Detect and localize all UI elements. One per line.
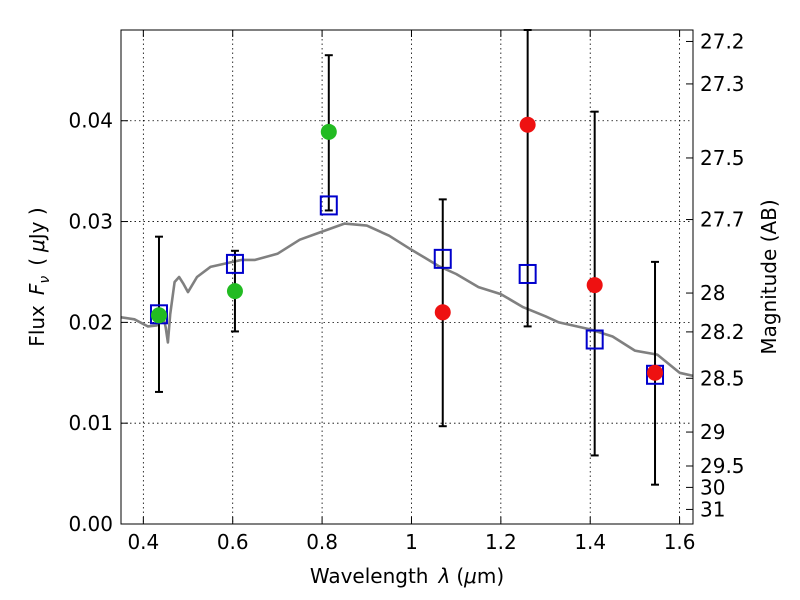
- y-axis-label-symbol: F: [25, 283, 49, 295]
- x-tick-label: 0.4: [127, 530, 159, 554]
- x-tick-label: 1: [405, 530, 418, 554]
- plot-frame: [120, 29, 694, 525]
- y-tick-label: 0.02: [68, 310, 113, 334]
- x-axis-label-unit-mu: μ: [463, 564, 477, 588]
- y2-tick-label: 29: [700, 420, 725, 444]
- green-data-point: [150, 307, 167, 324]
- y2-tick-label: 27.7: [700, 208, 745, 232]
- y-axis-label-text: Flux: [25, 305, 49, 347]
- y-axis-label: Flux Fν ( μJy ): [25, 207, 53, 346]
- x-axis-label: Wavelength λ (μm): [310, 564, 504, 588]
- y-axis-label-unit-open: (: [25, 258, 49, 266]
- model-photometry-square: [225, 253, 244, 274]
- x-tick-label: 0.6: [217, 530, 249, 554]
- x-axis-label-text: Wavelength: [310, 564, 429, 588]
- y2-tick-label: 30: [700, 475, 725, 499]
- x-axis-label-unit-rest: m): [477, 564, 504, 588]
- x-tick-label: 1.4: [574, 530, 606, 554]
- x-tick-label: 0.8: [306, 530, 338, 554]
- y-tick-label: 0.03: [68, 210, 113, 234]
- y2-tick-label: 28: [700, 281, 725, 305]
- model-photometry-square: [433, 248, 452, 269]
- sed-layer: [121, 222, 693, 378]
- y2-tick-label: 31: [700, 497, 725, 521]
- markers-layer: [149, 116, 665, 385]
- red-data-point: [434, 304, 451, 321]
- x-axis-label-symbol: λ: [437, 564, 450, 588]
- model-photometry-square: [319, 195, 338, 216]
- y2-tick-label: 28.2: [700, 320, 745, 344]
- red-data-point: [647, 364, 664, 381]
- green-data-point: [320, 123, 337, 140]
- model-photometry-square: [585, 329, 604, 350]
- y2-tick-label: 29.5: [700, 454, 745, 478]
- red-data-point: [586, 277, 603, 294]
- y2-tick-label: 27.5: [700, 146, 745, 170]
- y-tick-label: 0.01: [68, 411, 113, 435]
- y-axis-label-unit-mu: μ: [25, 239, 49, 253]
- y2-tick-label: 27.3: [700, 72, 745, 96]
- y-axis-label-unit-rest: Jy ): [25, 207, 49, 241]
- y-tick-label: 0.04: [68, 109, 113, 133]
- red-data-point: [519, 116, 536, 133]
- axis-ticks: 0.4 0.6 0.8 1 1.2 1.4 1.6 0.00 0.01 0.02 0.03 0.04 2…: [68, 29, 744, 554]
- model-sed-line: [121, 222, 693, 378]
- y-axis-label-sub: ν: [37, 276, 53, 284]
- x-tick-label: 1.6: [664, 530, 696, 554]
- model-photometry-square: [518, 263, 537, 284]
- x-axis-label-unit-open: (: [456, 564, 464, 588]
- y-tick-label: 0.00: [68, 512, 113, 536]
- y2-axis-label: Magnitude (AB): [757, 199, 781, 354]
- x-tick-label: 1.2: [485, 530, 517, 554]
- y2-tick-label: 28.5: [700, 366, 745, 390]
- green-data-point: [226, 283, 243, 300]
- y2-tick-label: 27.2: [700, 29, 745, 53]
